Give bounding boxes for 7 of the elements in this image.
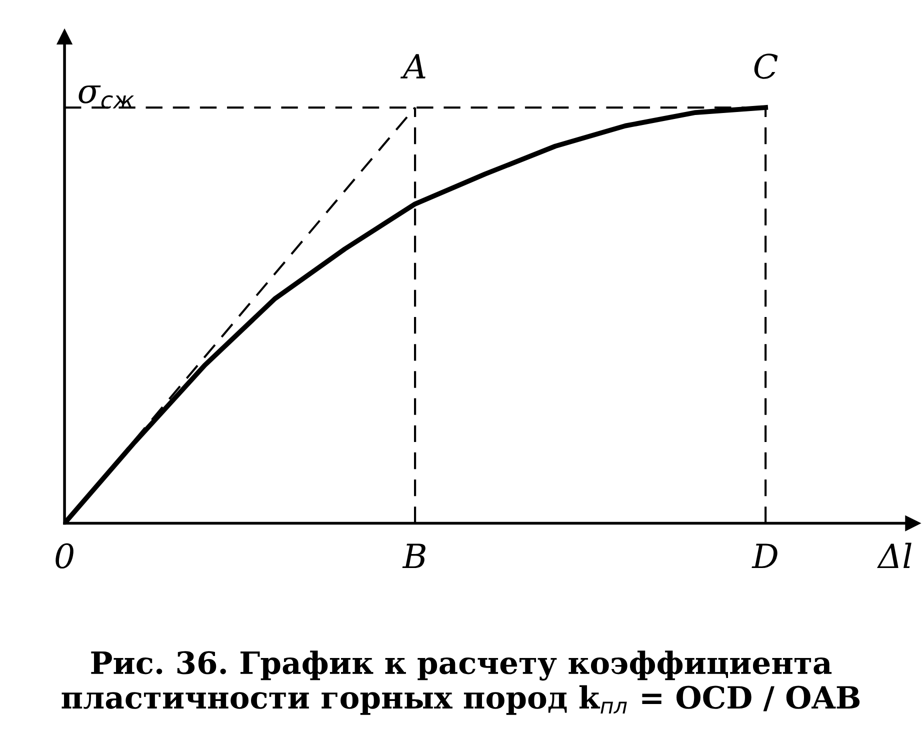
- text: Рис. 36. График к расчету коэффициента пластичности горных пород k$_{пл}$ = OCD / OAB: [62, 650, 860, 715]
- x-tick-label: D: [752, 544, 778, 568]
- annotation: A: [400, 54, 426, 78]
- annotation: C: [754, 54, 778, 79]
- x-tick-label: 0: [56, 543, 74, 569]
- x-tick-label: B: [402, 544, 426, 568]
- x-axis-title: Δl: [876, 542, 912, 568]
